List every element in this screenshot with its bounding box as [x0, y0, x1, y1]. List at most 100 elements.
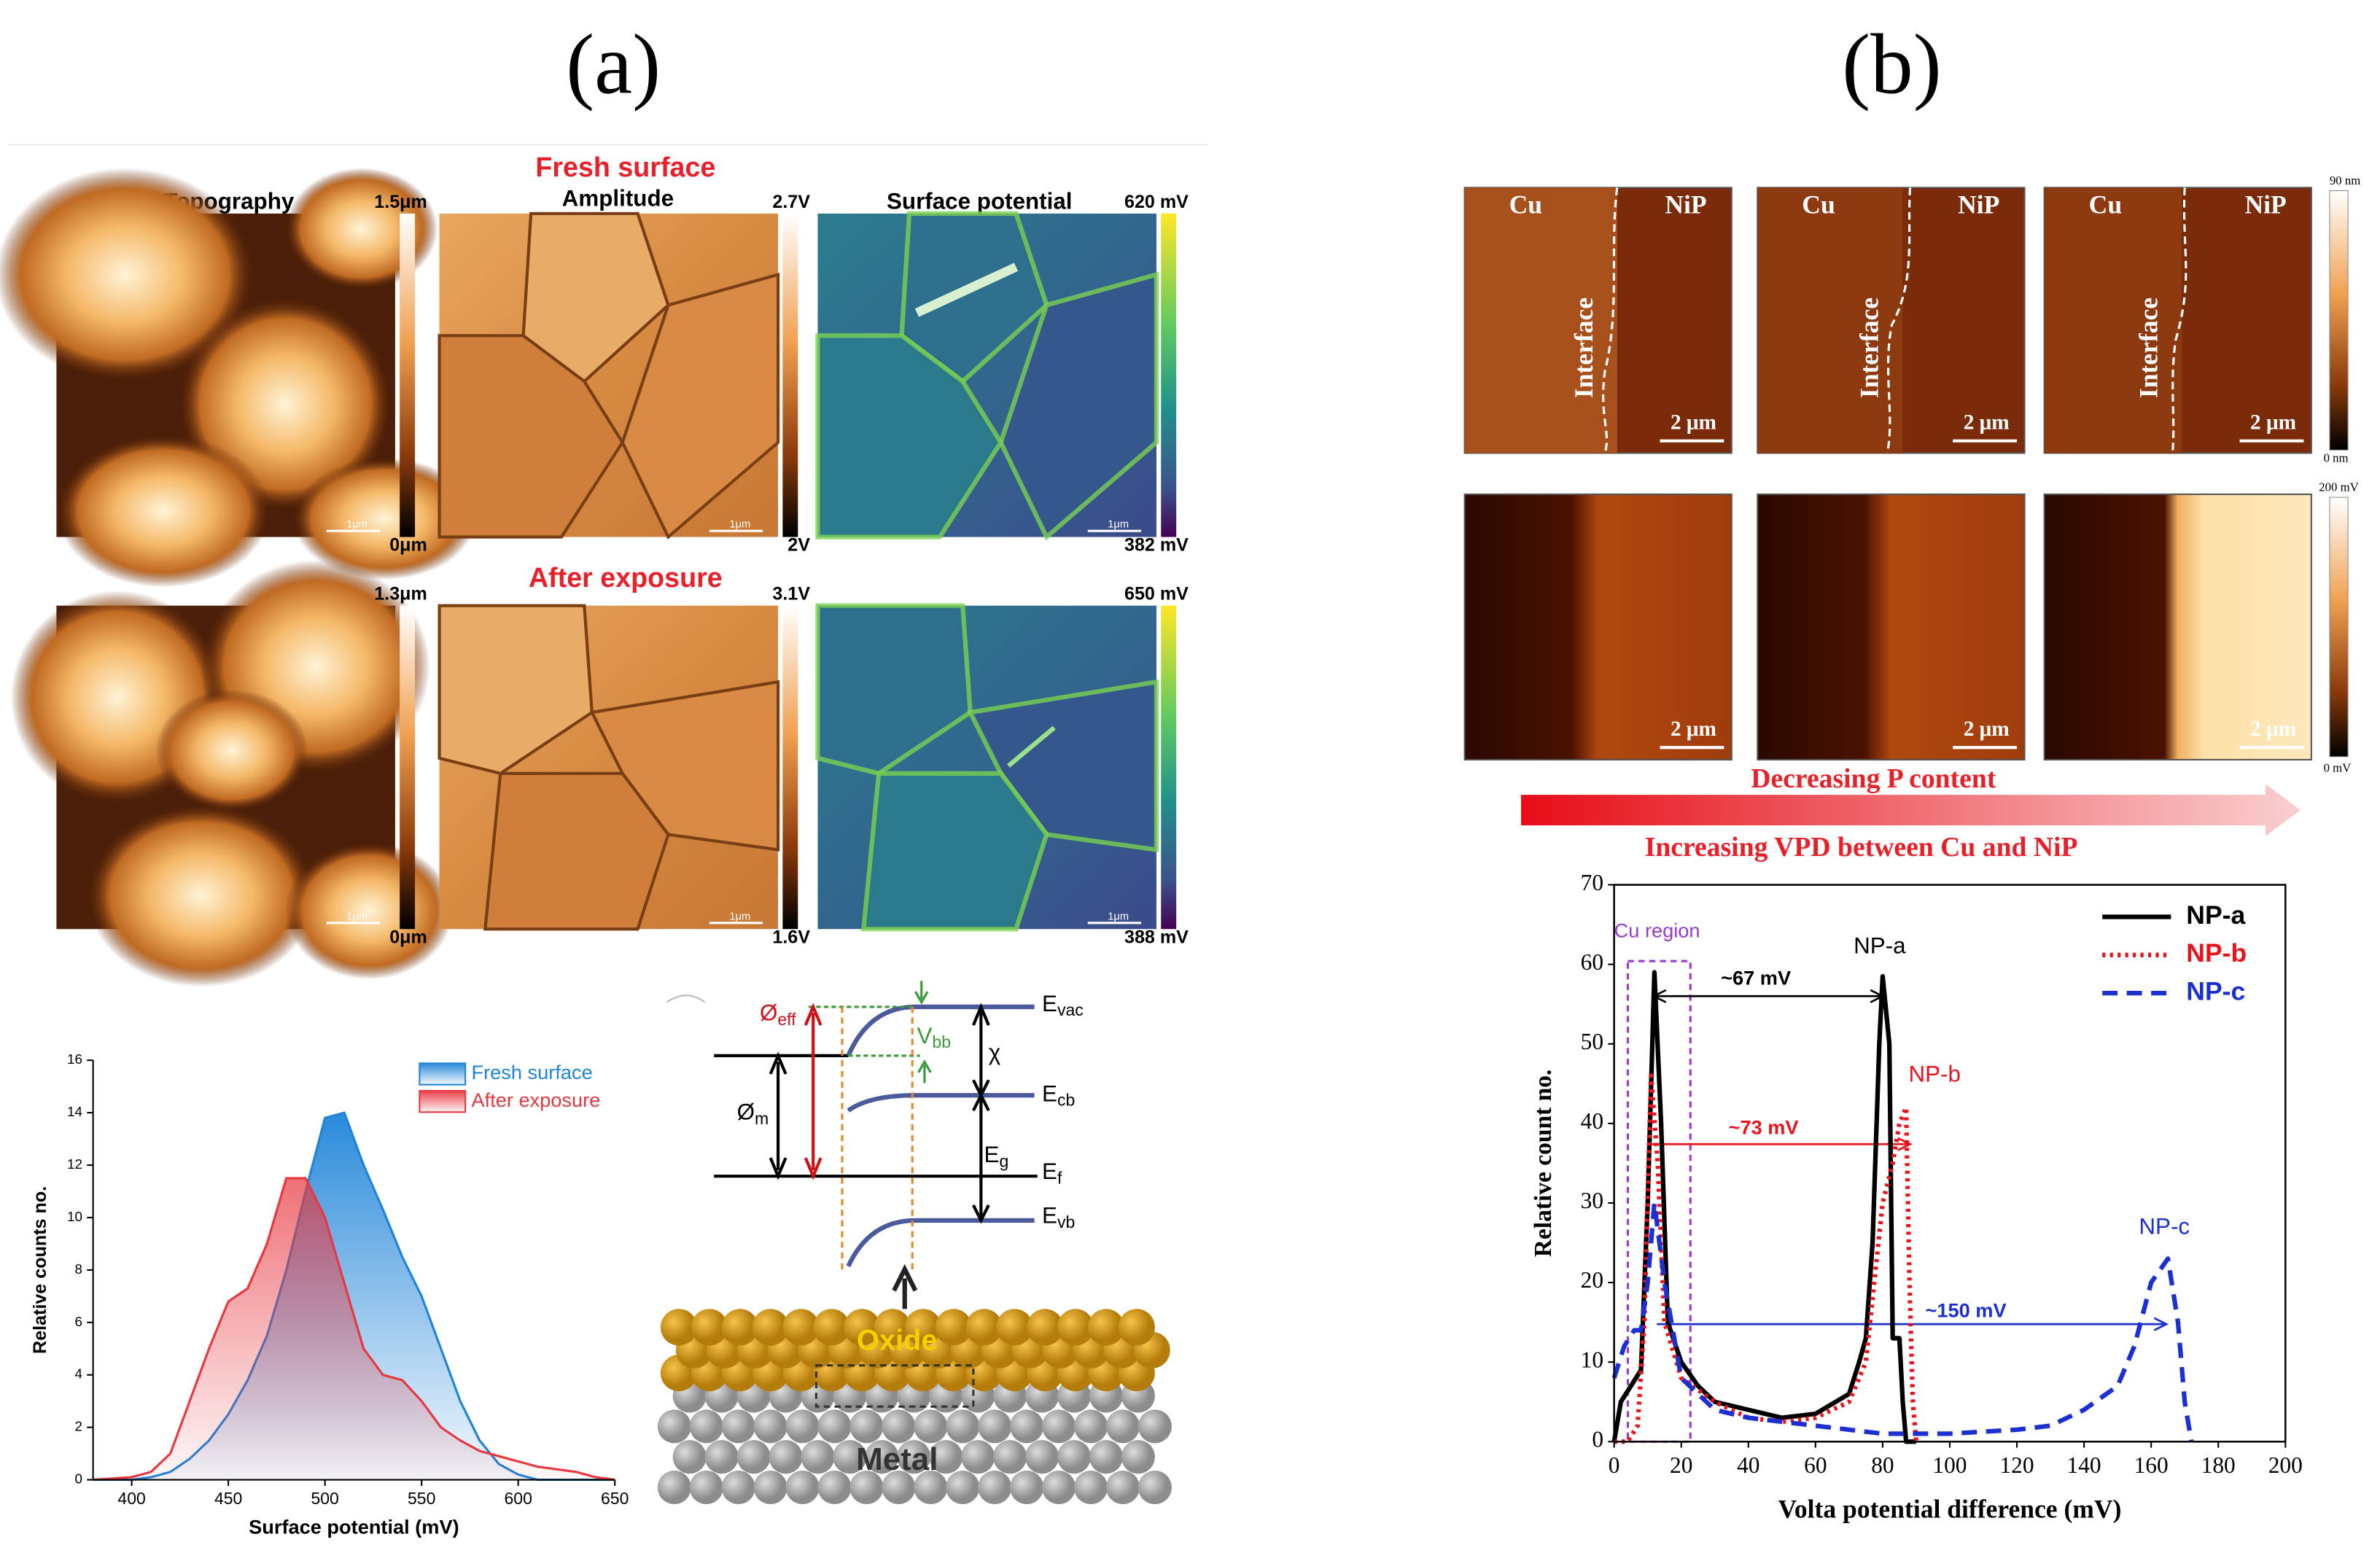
colorbar-label: 0μm — [389, 535, 427, 556]
annotation: Cu region — [1614, 919, 1700, 942]
oxide-atom — [752, 1309, 789, 1346]
layer-label: Oxide — [857, 1325, 937, 1357]
arrow-label: Increasing VPD between Cu and NiP — [1645, 832, 2078, 863]
arrow-head — [804, 1003, 822, 1180]
y-tick-label: 0 — [1592, 1426, 1603, 1452]
gradient-arrow — [1521, 784, 2301, 836]
label-main: E — [1042, 1159, 1057, 1184]
area-fill — [93, 1113, 615, 1480]
label-main: Ø — [760, 1000, 777, 1026]
row-title: Fresh surface — [535, 152, 715, 182]
metal-atom — [865, 1440, 899, 1474]
x-axis-label: Volta potential difference (mV) — [1778, 1495, 2122, 1524]
colorbar-label: 0 nm — [2324, 451, 2349, 465]
label-sub: g — [999, 1151, 1008, 1170]
height-map: Cu NiP Interface 2 μm — [2043, 187, 2312, 454]
x-tick-label: 140 — [2067, 1452, 2101, 1478]
panel-label: (b) — [1842, 17, 1942, 112]
oxide-atom — [965, 1309, 1003, 1346]
x-tick-label: 120 — [1999, 1452, 2034, 1478]
arrow — [892, 1264, 918, 1309]
legend-label: After exposure — [472, 1089, 601, 1111]
grain-blob — [56, 435, 271, 588]
scale-bar-label: 1μm — [1108, 911, 1129, 922]
arrow-head — [2153, 1317, 2169, 1331]
diagram-label: χ — [989, 1040, 1001, 1065]
grain — [483, 771, 670, 931]
amplitude-map — [438, 211, 780, 540]
metal-atom — [946, 1409, 980, 1444]
metal-atom — [1138, 1471, 1172, 1505]
x-axis-label: Surface potential (mV) — [249, 1516, 459, 1538]
metal-atom — [769, 1440, 803, 1474]
grain-blob — [87, 803, 316, 987]
x-tick-label: 400 — [117, 1489, 145, 1508]
legend-label: NP-c — [2186, 977, 2245, 1006]
metal-atom — [1010, 1409, 1044, 1444]
potential-map: 2 μm — [1463, 493, 1732, 761]
x-tick-label: 180 — [2201, 1452, 2236, 1478]
metal-atom — [817, 1471, 852, 1505]
x-tick-label: 650 — [601, 1489, 629, 1508]
map-bg — [1757, 493, 2026, 761]
decoration — [666, 995, 706, 1003]
metal-atom — [785, 1471, 820, 1505]
span-arrows — [1647, 989, 2169, 1331]
y-tick-label: 0 — [75, 1471, 82, 1487]
colorbar — [400, 605, 416, 930]
metal-atom — [657, 1409, 691, 1444]
grain — [815, 603, 973, 776]
label-main: Ø — [737, 1099, 755, 1125]
metal-atom — [1073, 1409, 1108, 1444]
map-label: Cu — [1802, 190, 1835, 219]
metal-atom — [689, 1471, 723, 1505]
colorbar-label: 0μm — [389, 927, 427, 947]
colorbar-label: 388 mV — [1124, 927, 1189, 947]
metal-atom — [753, 1471, 788, 1505]
x-tick-label: 0 — [1609, 1452, 1620, 1478]
metal-atom — [1121, 1440, 1155, 1474]
metal-atom — [785, 1409, 820, 1444]
label-main: E — [1042, 991, 1057, 1016]
cu-side — [1464, 187, 1617, 454]
band-curve — [846, 1218, 1035, 1267]
layer-label: Metal — [856, 1441, 938, 1477]
grain-blob — [292, 457, 476, 580]
map-label: NiP — [2244, 190, 2286, 219]
band-diagram — [666, 981, 1038, 1309]
metal-atom — [672, 1440, 707, 1474]
y-tick-label: 40 — [1581, 1108, 1603, 1134]
grain-blob — [155, 689, 308, 812]
scale-bar-label: 2 μm — [1671, 717, 1716, 741]
colorbar-label: 1.5μm — [374, 192, 427, 212]
oxide-atom — [844, 1309, 881, 1346]
grain — [521, 211, 670, 384]
y-tick-label: 70 — [1581, 870, 1603, 895]
colorbar-label: 2.7V — [772, 192, 810, 212]
y-tick-label: 50 — [1581, 1029, 1603, 1054]
oxide-atom — [1027, 1309, 1064, 1346]
colorbar-label: 1.3μm — [374, 584, 427, 604]
potential-map: 2 μm — [1757, 493, 2026, 761]
metal-atom — [978, 1471, 1012, 1505]
diagram-label: Øm — [737, 1099, 769, 1128]
arrow-head — [914, 981, 932, 1083]
topography-map — [0, 168, 476, 588]
map-label: NiP — [1665, 190, 1706, 219]
scale-bar-label: 2 μm — [2250, 410, 2296, 434]
colorbar-label: 620 mV — [1124, 192, 1189, 212]
scale-bar-label: 1μm — [729, 519, 750, 531]
y-tick-label: 14 — [67, 1104, 82, 1119]
legend-label: NP-b — [2186, 938, 2247, 968]
area-fill — [93, 1178, 615, 1480]
y-tick-label: 2 — [75, 1419, 82, 1434]
oxide-atom — [1087, 1309, 1125, 1346]
metal-atom — [929, 1440, 963, 1474]
y-tick-label: 10 — [1581, 1347, 1603, 1372]
colorbar — [2329, 190, 2349, 451]
scale-bar-label: 1μm — [346, 911, 368, 922]
colorbar-label: 382 mV — [1124, 535, 1189, 556]
scale-bar-label: 1μm — [1108, 519, 1129, 531]
metal-atom — [849, 1409, 884, 1444]
